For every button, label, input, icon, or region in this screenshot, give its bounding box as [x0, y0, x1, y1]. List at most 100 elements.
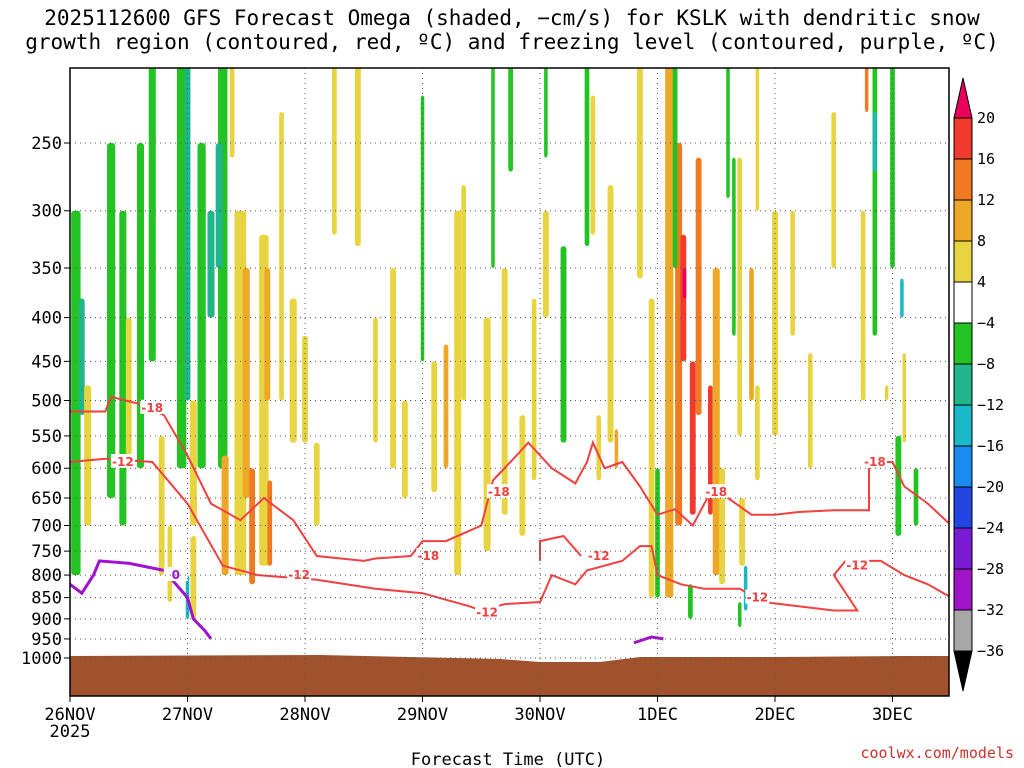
y-tick-label: 750 [31, 542, 62, 562]
contour-line [70, 559, 213, 640]
y-tick-label: 900 [31, 610, 62, 630]
contour-label-bg [586, 548, 611, 563]
contour-label-bg [163, 567, 188, 582]
omega-shade-cell [176, 68, 187, 469]
omega-shade-cell [125, 317, 132, 469]
colorbar-label: 20 [977, 109, 995, 127]
y-tick-label: 250 [31, 134, 62, 154]
omega-shade-cell [732, 157, 736, 336]
colorbar-label: 4 [977, 273, 986, 291]
colorbar-label: −12 [977, 396, 1004, 414]
omega-shade-cell [454, 210, 462, 576]
y-tick-label: 350 [31, 259, 62, 279]
omega-shade-cell [902, 353, 907, 443]
x-axis: 26NOV 27NOV 28NOV 29NOV 30NOV 1DEC 2DEC 3DEC 202… [44, 696, 913, 742]
omega-shade-cell [689, 361, 696, 515]
omega-shade-cell [249, 468, 256, 585]
x-tick-label: 3DEC [872, 705, 913, 725]
contour-label: -18 [418, 549, 440, 563]
omega-shade-cell [373, 317, 378, 443]
y-tick-label: 500 [31, 392, 62, 412]
y-tick-label: 450 [31, 352, 62, 372]
omega-shade-cell [708, 385, 713, 515]
colorbar-segment [953, 486, 973, 529]
contour-line [633, 635, 664, 645]
y-tick-label: 800 [31, 566, 62, 586]
omega-shade-cell [596, 415, 602, 481]
omega-shade-cell [873, 112, 877, 172]
omega-shade-cell [401, 400, 408, 498]
omega-shade-cell [189, 400, 197, 526]
y-tick-label: 950 [31, 630, 62, 650]
contour-label: -12 [846, 559, 868, 573]
omega-shade-cell [544, 68, 548, 158]
omega-shade-cell [491, 68, 495, 268]
omega-shade-cell [229, 68, 235, 158]
contour-label-bg [110, 453, 135, 468]
colorbar-label: −20 [977, 478, 1004, 496]
x-year-label: 2025 [50, 722, 91, 742]
omega-shade-cell [190, 535, 197, 619]
omega-shade-cell [900, 278, 904, 318]
omega-shade-cell [242, 267, 250, 498]
omega-shade-cell [636, 68, 643, 279]
y-tick-label: 600 [31, 459, 62, 479]
omega-shade-cell [560, 246, 567, 443]
x-tick-label: 28NOV [279, 705, 330, 725]
x-axis-label: Forecast Time (UTC) [411, 750, 605, 768]
omega-shade-cell [590, 95, 596, 235]
omega-shade-cell [737, 601, 742, 628]
colorbar-top-arrow [953, 77, 973, 119]
omega-shade-cell [672, 68, 678, 268]
colorbar-segment [953, 568, 973, 611]
contour-label-bg [475, 604, 500, 619]
omega-shade-cell [158, 435, 165, 576]
omega-shade-cell [749, 267, 754, 401]
omega-shade-cell [542, 210, 549, 318]
contour-label: -12 [112, 455, 134, 469]
colorbar-segment [953, 445, 973, 488]
y-tick-label: 850 [31, 589, 62, 609]
colorbar-segment [953, 322, 973, 365]
omega-shade-cell [313, 442, 320, 526]
omega-shade-cell [107, 143, 116, 498]
colorbar-segment [953, 117, 973, 160]
omega-shade-cell [167, 525, 173, 602]
colorbar-label: 16 [977, 150, 995, 168]
contour-label-bg [287, 567, 312, 582]
contour-line [70, 457, 949, 612]
contour-label-bg [745, 589, 770, 604]
omega-shade-cell [755, 68, 760, 211]
omega-shade-cell [264, 267, 271, 401]
colorbar: 20 16 12 8 4 −4 −8 −12 −16 −20 −24 −28 −32 −36 [953, 77, 1004, 692]
omega-shade-cell [895, 435, 902, 536]
omega-shade-cell [508, 68, 513, 172]
omega-shade-cell [872, 68, 878, 336]
omega-shade-cell [332, 68, 337, 235]
y-tick-label: 700 [31, 516, 62, 536]
omega-shade-cell [136, 143, 145, 469]
colorbar-label: −4 [977, 314, 995, 332]
omega-shade-cell [680, 234, 687, 362]
y-tick-label: 300 [31, 202, 62, 222]
omega-shade-cell [726, 68, 730, 199]
x-tick-label: 30NOV [514, 705, 565, 725]
omega-shade-cell [354, 68, 361, 247]
chart-title-line1: 2025112600 GFS Forecast Omega (shaded, −… [44, 6, 980, 30]
contour-label: -12 [747, 591, 769, 605]
omega-shade-cell [221, 455, 229, 576]
x-tick-label: 26NOV [44, 705, 95, 725]
colorbar-segment [953, 363, 973, 406]
omega-shade-cell [831, 112, 837, 268]
colorbar-label: 12 [977, 191, 995, 209]
colorbar-segment [953, 158, 973, 201]
omega-shade-cell [184, 68, 191, 401]
contour-label-bg [845, 557, 870, 572]
omega-shade-cell [890, 68, 895, 268]
omega-shade-cell [864, 68, 869, 113]
colorbar-label: −8 [977, 355, 995, 373]
chart-title: 2025112600 GFS Forecast Omega (shaded, −… [0, 6, 1024, 54]
colorbar-label: −32 [977, 601, 1004, 619]
contour-label: -18 [864, 455, 886, 469]
credit-link[interactable]: coolwx.com/models [860, 744, 1014, 762]
